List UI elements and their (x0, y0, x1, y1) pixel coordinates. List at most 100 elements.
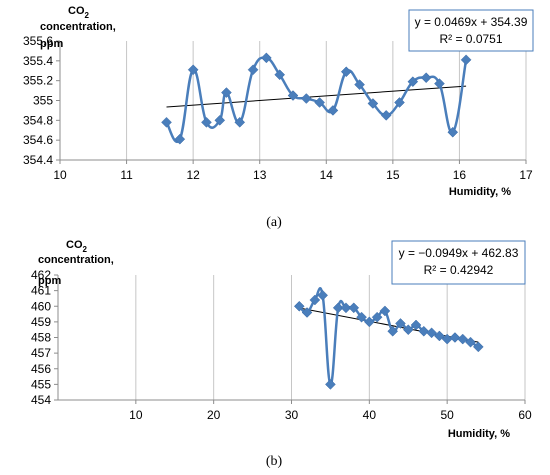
x-tick-label: 30 (285, 408, 299, 422)
data-point-marker (234, 116, 246, 128)
data-point-marker (247, 64, 259, 76)
y-tick-label: 456 (31, 362, 51, 376)
x-tick-label: 20 (207, 408, 221, 422)
x-tick-label: 60 (518, 408, 532, 422)
data-point-marker (348, 302, 360, 314)
data-point-marker (434, 330, 445, 342)
data-point-marker (317, 289, 328, 301)
x-tick-label: 10 (129, 408, 143, 422)
y-tick-label: 355.6 (23, 34, 53, 48)
data-point-marker (309, 294, 321, 306)
data-point-marker (472, 341, 484, 353)
data-point-marker (449, 332, 461, 343)
data-point-marker (187, 64, 199, 76)
data-point-marker (174, 133, 186, 145)
data-point-marker (371, 311, 383, 323)
data-point-marker (161, 116, 172, 128)
y-axis-title-line2: concentration, (40, 21, 116, 33)
x-tick-label: 14 (320, 168, 334, 182)
x-tick-label: 12 (186, 168, 200, 182)
data-point-marker (332, 302, 344, 314)
data-point-marker (201, 116, 212, 128)
trendline-equation-box (391, 240, 526, 285)
y-tick-label: 355 (33, 94, 53, 108)
data-point-marker (367, 98, 379, 109)
y-tick-label: 455 (31, 377, 51, 391)
data-point-marker (426, 327, 437, 339)
data-point-marker (447, 126, 459, 138)
y-tick-label: 354.8 (23, 113, 53, 127)
y-axis-title-subscript: 2 (85, 11, 90, 20)
y-tick-label: 457 (31, 346, 51, 360)
data-point-marker (340, 66, 352, 78)
data-point-marker (420, 72, 432, 84)
y-axis-title-line1: CO2 (68, 5, 90, 20)
trendline-equation: y = −0.0949x + 462.83 (399, 246, 519, 260)
data-point-marker (410, 319, 422, 331)
x-axis-title: Humidity, % (448, 428, 510, 440)
data-point-marker (402, 324, 414, 336)
data-point-marker (340, 302, 352, 314)
x-tick-label: 16 (453, 168, 467, 182)
data-point-marker (434, 78, 445, 89)
y-axis-title-line3: ppm (38, 275, 61, 287)
x-tick-label: 40 (363, 408, 377, 422)
y-tick-label: 354.6 (23, 133, 53, 147)
trendline (166, 85, 467, 108)
data-point-marker (261, 52, 272, 64)
y-axis-title-co: CO (68, 5, 85, 17)
y-axis-title-co: CO (66, 239, 83, 251)
y-axis-title-line2: concentration, (38, 254, 114, 266)
data-point-marker (274, 69, 286, 81)
data-point-marker (379, 305, 391, 317)
series-line (165, 56, 468, 143)
y-tick-label: 354.4 (23, 153, 53, 167)
y-tick-label: 458 (31, 331, 51, 345)
x-tick-label: 50 (440, 408, 454, 422)
data-point-marker (287, 90, 299, 101)
y-tick-label: 355.4 (23, 54, 53, 68)
data-point-marker (325, 379, 336, 390)
data-point-marker (221, 87, 232, 98)
data-point-marker (301, 307, 313, 318)
data-point-marker (356, 311, 367, 323)
trendline-equation: y = 0.0469x + 354.39 (415, 15, 528, 29)
x-axis-title: Humidity, % (449, 186, 511, 198)
data-point-marker (465, 336, 476, 348)
y-tick-label: 460 (31, 299, 51, 313)
data-point-marker (407, 76, 419, 88)
x-tick-label: 15 (386, 168, 400, 182)
data-point-marker (363, 316, 375, 328)
data-point-marker (354, 79, 365, 90)
data-point-marker (457, 333, 469, 345)
x-tick-label: 17 (519, 168, 533, 182)
data-point-marker (380, 110, 392, 121)
data-point-marker (214, 114, 226, 126)
y-tick-label: 459 (31, 315, 51, 329)
trendline-r-squared: R² = 0.0751 (439, 32, 502, 46)
y-tick-label: 462 (31, 268, 51, 282)
x-tick-label: 13 (253, 168, 267, 182)
trendline-equation-box (408, 9, 534, 52)
y-axis-title-subscript: 2 (83, 245, 88, 254)
panel-caption: (a) (266, 215, 282, 230)
data-point-marker (394, 97, 405, 108)
data-point-marker (418, 325, 430, 337)
data-point-marker (314, 97, 325, 108)
panel-caption: (b) (266, 454, 283, 469)
data-point-marker (387, 325, 399, 337)
chart-panel-a: 354.4 354.6 354.8 355 355.2 355.4 355.6 10 11 12 1… (23, 5, 534, 230)
y-axis-title-line1: CO2 (66, 239, 88, 254)
data-point-marker (293, 300, 305, 312)
data-point-marker (300, 93, 312, 104)
x-tick-label: 10 (53, 168, 67, 182)
y-tick-label: 454 (31, 393, 51, 407)
data-point-marker (327, 105, 339, 116)
x-tick-label: 11 (120, 168, 133, 182)
y-tick-label: 355.2 (23, 74, 53, 88)
y-axis-title-line3: ppm (40, 38, 63, 50)
data-point-marker (460, 54, 472, 66)
y-tick-label: 461 (31, 284, 51, 298)
